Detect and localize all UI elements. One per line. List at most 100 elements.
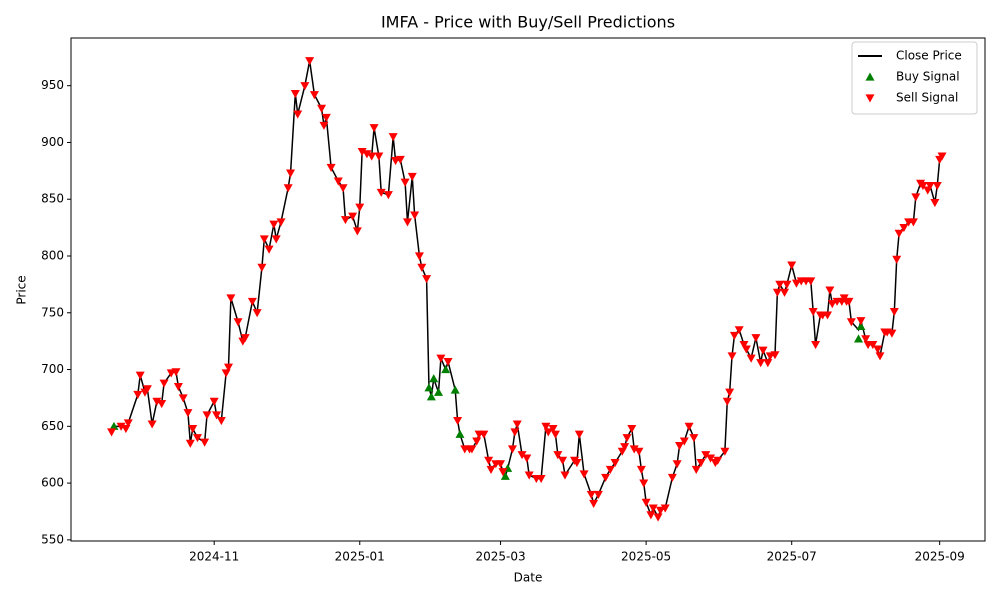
sell-marker bbox=[827, 300, 837, 309]
sell-marker bbox=[259, 235, 269, 244]
sell-marker bbox=[202, 411, 212, 420]
sell-marker bbox=[787, 261, 797, 270]
sell-marker bbox=[634, 447, 644, 456]
sell-marker bbox=[152, 397, 162, 406]
sell-marker bbox=[579, 470, 589, 479]
sell-marker bbox=[224, 363, 234, 372]
sell-marker bbox=[185, 439, 195, 448]
legend-label: Buy Signal bbox=[896, 70, 960, 84]
sell-marker bbox=[116, 422, 126, 431]
sell-marker bbox=[727, 352, 737, 361]
sell-marker bbox=[610, 459, 620, 468]
sell-marker bbox=[414, 252, 424, 261]
sell-marker bbox=[756, 359, 766, 368]
sell-marker bbox=[395, 155, 405, 164]
sell-marker bbox=[889, 308, 899, 317]
sell-marker bbox=[417, 263, 427, 272]
sell-marker bbox=[309, 91, 319, 100]
sell-marker bbox=[636, 465, 646, 474]
sell-marker bbox=[200, 438, 210, 447]
sell-marker bbox=[560, 471, 570, 480]
x-tick-label: 2025-03 bbox=[475, 550, 525, 564]
buy-marker bbox=[455, 429, 465, 438]
x-tick-label: 2024-11 bbox=[189, 550, 239, 564]
sell-marker bbox=[326, 163, 336, 172]
sell-marker bbox=[388, 133, 398, 142]
sell-marker bbox=[574, 430, 584, 439]
sell-marker bbox=[333, 177, 343, 186]
sell-marker bbox=[376, 188, 386, 197]
sell-marker bbox=[729, 331, 739, 340]
sell-marker bbox=[355, 203, 365, 212]
buy-marker bbox=[434, 387, 444, 396]
sell-marker bbox=[283, 184, 293, 193]
y-tick-label: 900 bbox=[41, 135, 64, 149]
sell-marker bbox=[601, 473, 611, 482]
sell-marker bbox=[369, 124, 379, 133]
sell-marker bbox=[357, 147, 367, 157]
sell-marker bbox=[352, 227, 362, 236]
sell-marker bbox=[605, 465, 615, 474]
sell-marker bbox=[321, 113, 331, 122]
chart-title: IMFA - Price with Buy/Sell Predictions bbox=[381, 13, 675, 32]
x-tick-label: 2025-01 bbox=[335, 550, 385, 564]
sell-marker bbox=[123, 419, 133, 428]
sell-marker bbox=[701, 451, 711, 460]
sell-marker bbox=[512, 420, 522, 429]
sell-marker bbox=[422, 275, 432, 284]
sell-marker bbox=[271, 235, 281, 244]
sell-marker bbox=[402, 218, 412, 227]
sell-marker bbox=[806, 277, 816, 286]
sell-marker bbox=[159, 379, 169, 388]
sell-marker bbox=[543, 428, 553, 437]
sell-marker bbox=[846, 318, 856, 327]
sell-marker bbox=[751, 334, 761, 343]
sell-marker bbox=[226, 294, 236, 303]
sell-marker bbox=[536, 474, 546, 484]
sell-marker bbox=[932, 182, 942, 191]
sell-marker bbox=[374, 152, 384, 161]
buy-marker bbox=[450, 385, 460, 394]
sell-marker bbox=[822, 311, 832, 320]
sell-marker bbox=[212, 411, 222, 420]
sell-marker bbox=[930, 199, 940, 208]
sell-marker bbox=[899, 224, 909, 233]
sell-marker bbox=[269, 220, 279, 229]
sell-marker bbox=[522, 454, 532, 463]
sell-marker bbox=[868, 340, 878, 350]
x-tick-label: 2025-05 bbox=[621, 550, 671, 564]
sell-marker bbox=[467, 445, 477, 454]
sell-marker bbox=[684, 422, 694, 431]
sell-marker bbox=[286, 169, 296, 178]
sell-marker bbox=[739, 340, 749, 350]
sell-marker bbox=[706, 454, 716, 463]
sell-marker bbox=[856, 317, 866, 326]
sell-marker bbox=[340, 216, 350, 225]
sell-marker bbox=[696, 459, 706, 468]
buy-marker bbox=[856, 321, 866, 331]
sell-marker bbox=[675, 442, 685, 451]
sell-marker bbox=[775, 280, 785, 289]
sell-marker bbox=[892, 255, 902, 264]
sell-marker bbox=[746, 354, 756, 363]
legend-label: Sell Signal bbox=[896, 91, 958, 105]
sell-marker bbox=[667, 473, 677, 482]
sell-marker bbox=[770, 351, 780, 360]
sell-marker bbox=[178, 394, 188, 403]
sell-marker bbox=[453, 417, 463, 426]
legend-swatch bbox=[865, 72, 875, 81]
sell-marker bbox=[410, 211, 420, 220]
buy-marker bbox=[429, 374, 439, 383]
sell-marker bbox=[655, 506, 665, 515]
sell-marker bbox=[541, 422, 551, 431]
sell-marker bbox=[498, 468, 508, 477]
sell-marker bbox=[443, 358, 453, 367]
sell-marker bbox=[479, 430, 489, 439]
sell-marker bbox=[157, 400, 167, 409]
sell-marker bbox=[622, 434, 632, 443]
sell-marker bbox=[725, 388, 735, 397]
sell-marker bbox=[338, 184, 348, 193]
sell-marker bbox=[629, 445, 639, 454]
y-tick-label: 650 bbox=[41, 419, 64, 433]
sell-marker bbox=[672, 460, 682, 469]
